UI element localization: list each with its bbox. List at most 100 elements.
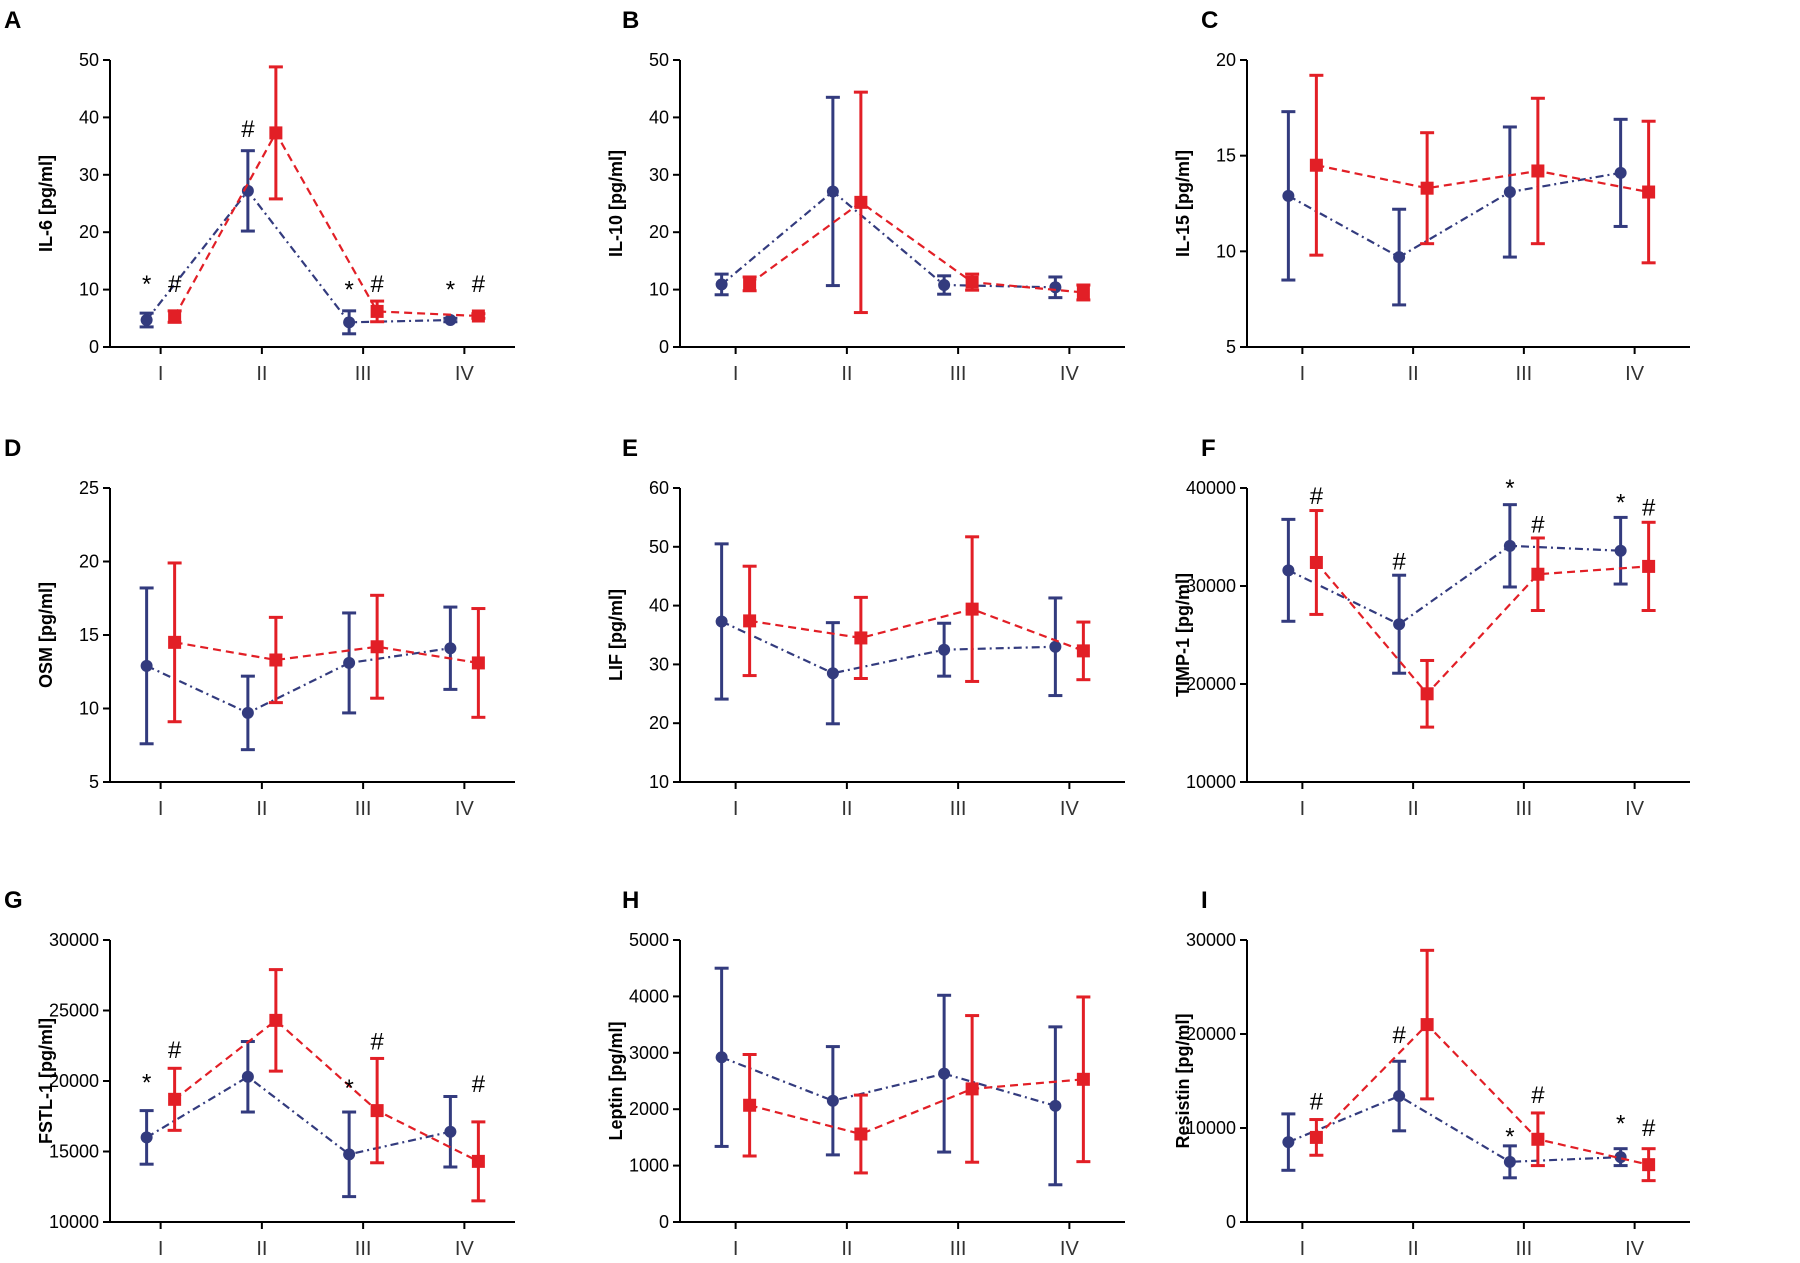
x-tick-label: I — [1300, 1238, 1306, 1260]
y-tick-label: 10 — [649, 280, 669, 300]
data-point-blue — [1614, 544, 1627, 557]
panel-letter: D — [4, 435, 21, 462]
x-tick-label: I — [158, 798, 164, 820]
data-point-red — [854, 195, 868, 209]
data-point-red — [471, 309, 485, 323]
x-tick-label: I — [158, 1238, 164, 1260]
significance-hash: # — [1531, 511, 1545, 538]
data-point-blue — [1049, 281, 1062, 294]
data-point-blue — [938, 1067, 951, 1080]
y-tick-label: 60 — [649, 478, 669, 498]
data-point-blue — [343, 316, 356, 329]
x-tick-label: III — [950, 363, 967, 385]
series-red — [1309, 73, 1656, 265]
data-point-red — [1076, 1072, 1090, 1086]
data-point-red — [854, 631, 868, 645]
series-line-red — [173, 1018, 479, 1163]
data-point-red — [471, 656, 485, 670]
data-point-red — [168, 1092, 182, 1106]
significance-hash: # — [1642, 495, 1656, 522]
significance-hash: # — [1392, 1022, 1406, 1049]
y-tick-label: 15 — [79, 625, 99, 645]
series-line-blue — [1287, 171, 1621, 259]
data-point-blue — [1393, 1090, 1406, 1103]
panel-letter: F — [1201, 435, 1216, 462]
data-point-red — [1076, 285, 1090, 299]
data-point-blue — [938, 279, 951, 292]
data-point-blue — [444, 314, 457, 327]
series-line-red — [1315, 1023, 1649, 1166]
y-tick-label: 20 — [79, 222, 99, 242]
data-point-red — [965, 1082, 979, 1096]
significance-hash: # — [1642, 1115, 1656, 1142]
series-line-blue — [721, 1056, 1056, 1107]
x-tick-label: IV — [1625, 363, 1645, 385]
data-point-red — [471, 1154, 485, 1168]
series-red — [167, 561, 486, 724]
y-tick-label: 10000 — [1186, 772, 1236, 792]
x-tick-label: IV — [1060, 798, 1080, 820]
series-red — [167, 968, 486, 1203]
y-tick-label: 25 — [79, 478, 99, 498]
data-point-blue — [938, 643, 951, 656]
x-tick-label: II — [1408, 798, 1419, 820]
y-tick-label: 10 — [649, 772, 669, 792]
y-axis-label: TIMP-1 [pg/ml] — [1173, 573, 1193, 697]
data-point-red — [370, 304, 384, 318]
x-tick-label: IV — [1060, 363, 1080, 385]
y-tick-label: 20000 — [49, 1071, 99, 1091]
series-blue — [1281, 503, 1628, 675]
significance-hash: # — [168, 271, 182, 298]
y-axis-label: IL-6 [pg/ml] — [36, 155, 56, 252]
data-point-red — [269, 1013, 283, 1027]
panel-letter: E — [622, 435, 638, 462]
x-tick-label: III — [1516, 363, 1533, 385]
data-point-blue — [1614, 1151, 1627, 1164]
x-tick-label: I — [733, 363, 739, 385]
y-tick-label: 30 — [649, 654, 669, 674]
panel-g: G FSTL-1 [pg/ml] 10000 15000 20000 25000 30000… — [4, 887, 515, 1260]
panel-letter: B — [622, 7, 639, 34]
data-point-red — [1531, 164, 1545, 178]
panel-letter: I — [1201, 887, 1208, 914]
data-point-blue — [1282, 564, 1295, 577]
significance-hash: # — [370, 1029, 384, 1056]
x-tick-label: II — [1408, 1238, 1419, 1260]
data-point-red — [1309, 555, 1323, 569]
y-axis-label: IL-15 [pg/ml] — [1173, 150, 1193, 257]
data-point-blue — [715, 278, 728, 291]
y-tick-label: 20000 — [1186, 1024, 1236, 1044]
y-tick-label: 0 — [89, 337, 99, 357]
significance-hash: # — [370, 271, 384, 298]
data-point-blue — [1393, 251, 1406, 264]
significance-asterisk: * — [446, 277, 455, 304]
data-point-red — [370, 640, 384, 654]
y-tick-label: 50 — [649, 537, 669, 557]
y-tick-label: 20 — [1216, 50, 1236, 70]
data-point-red — [269, 653, 283, 667]
x-tick-label: II — [841, 363, 852, 385]
y-tick-label: 40 — [649, 596, 669, 616]
x-tick-label: IV — [455, 363, 475, 385]
y-tick-label: 0 — [659, 337, 669, 357]
y-tick-label: 10000 — [49, 1212, 99, 1232]
data-point-blue — [1503, 1155, 1516, 1168]
y-tick-label: 10 — [79, 699, 99, 719]
data-point-blue — [140, 314, 153, 327]
data-point-blue — [826, 667, 839, 680]
data-point-blue — [444, 642, 457, 655]
y-tick-label: 30000 — [1186, 930, 1236, 950]
y-tick-label: 40000 — [1186, 478, 1236, 498]
y-axis-label: IL-10 [pg/ml] — [606, 150, 626, 257]
x-tick-label: III — [1516, 1238, 1533, 1260]
data-point-red — [743, 614, 757, 628]
data-point-blue — [444, 1125, 457, 1138]
y-axis-label: OSM [pg/ml] — [36, 582, 56, 688]
series-red — [1309, 948, 1656, 1183]
data-point-red — [168, 310, 182, 324]
y-tick-label: 5 — [89, 772, 99, 792]
